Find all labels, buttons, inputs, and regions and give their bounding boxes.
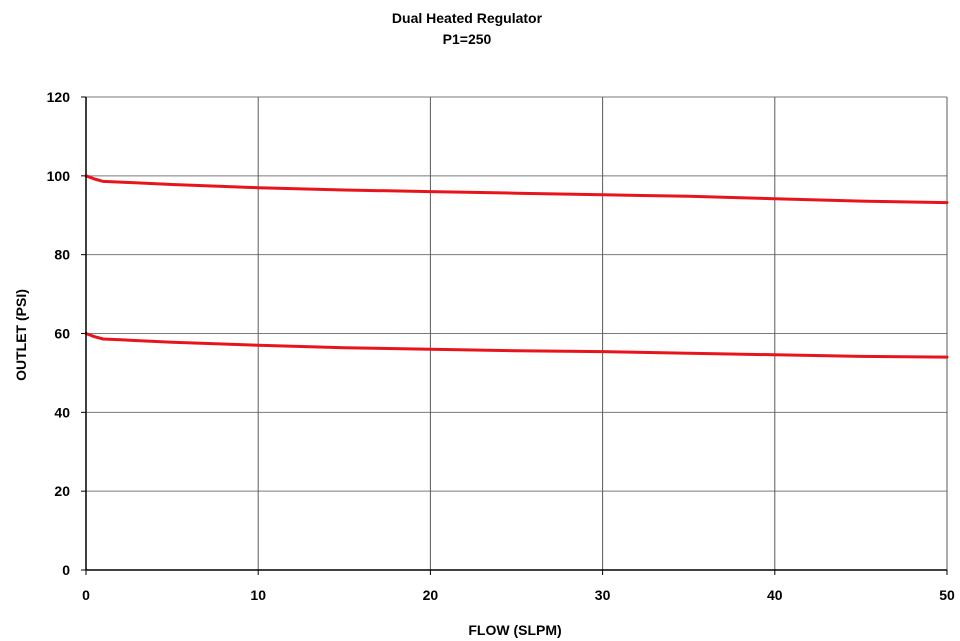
gridlines xyxy=(86,96,948,570)
y-tick-label: 40 xyxy=(54,404,70,420)
x-tick-label: 30 xyxy=(595,587,611,603)
y-tick-label: 20 xyxy=(54,483,70,499)
x-tick-label: 0 xyxy=(82,587,90,603)
series-line-1 xyxy=(84,174,949,205)
chart-title: Dual Heated Regulator xyxy=(392,10,543,26)
y-tick-label: 0 xyxy=(62,562,70,578)
y-axis-label: OUTLET (PSI) xyxy=(13,289,29,381)
y-tick-label: 80 xyxy=(54,247,70,263)
series-group xyxy=(84,174,949,359)
x-axis-label: FLOW (SLPM) xyxy=(468,622,561,638)
y-tick-label: 60 xyxy=(54,326,70,342)
y-tick-label: 100 xyxy=(47,168,71,184)
x-axis-ticks: 0 10 20 30 40 50 xyxy=(82,570,955,603)
chart-subtitle: P1=250 xyxy=(443,31,492,47)
x-tick-label: 20 xyxy=(423,587,439,603)
y-tick-label: 120 xyxy=(47,89,71,105)
x-tick-label: 10 xyxy=(250,587,266,603)
x-tick-label: 40 xyxy=(767,587,783,603)
y-axis-ticks: 0 20 40 60 80 100 120 xyxy=(47,89,86,578)
series-line-2 xyxy=(84,332,949,359)
x-tick-label: 50 xyxy=(939,587,955,603)
